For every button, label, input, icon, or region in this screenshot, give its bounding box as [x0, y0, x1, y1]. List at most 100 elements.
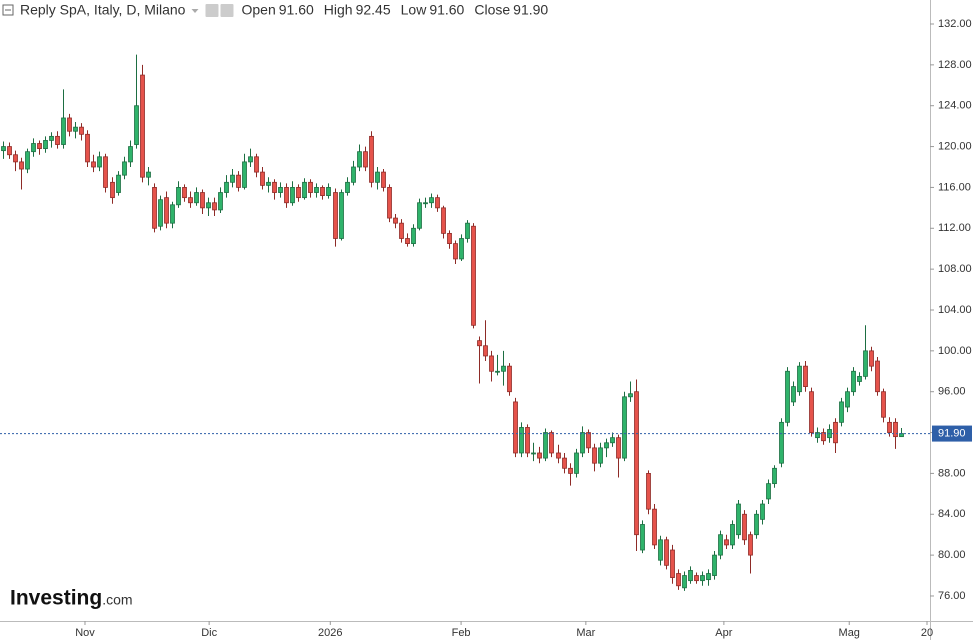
candle-body	[598, 447, 603, 464]
candle-body	[881, 391, 886, 418]
candle-body	[7, 146, 12, 156]
candle-body	[845, 391, 850, 408]
x-tick-label: 20	[921, 627, 933, 639]
candle-body	[766, 483, 771, 500]
candle-body	[278, 187, 283, 193]
candle-body	[833, 421, 838, 444]
candle-body	[694, 575, 699, 582]
candle-body	[61, 117, 66, 145]
candle-body	[363, 151, 368, 168]
y-tick-label: 96.00	[938, 386, 966, 398]
candle-body	[411, 227, 416, 244]
candle-body	[772, 467, 777, 485]
x-tick-label: Dic	[201, 627, 217, 639]
candle-body	[857, 375, 862, 382]
candle-body	[803, 365, 808, 387]
y-tick-label: 104.00	[938, 304, 972, 316]
candle-body	[260, 171, 265, 186]
y-tick-label: 100.00	[938, 345, 972, 357]
candle-body	[676, 573, 681, 587]
candle-body	[369, 135, 374, 183]
last-price-label: 91.90	[938, 427, 966, 439]
candle-body	[381, 171, 386, 188]
candle-body	[122, 161, 127, 176]
candle-body	[519, 427, 524, 454]
watermark: Investing .com	[10, 587, 133, 610]
candle-body	[465, 222, 470, 239]
candle-body	[797, 365, 802, 393]
candle-body	[887, 421, 892, 433]
candle-body	[230, 174, 235, 183]
candle-body	[670, 549, 675, 578]
y-tick-label: 80.00	[938, 549, 966, 561]
candle-body	[863, 350, 868, 377]
candle-body	[748, 534, 753, 556]
watermark-brand: Investing	[10, 587, 102, 610]
candle-body	[110, 181, 115, 199]
candle-body	[140, 74, 145, 178]
candle-body	[254, 156, 259, 173]
candle-body	[489, 355, 494, 372]
candle-body	[351, 166, 356, 183]
candle-body	[562, 457, 567, 469]
y-tick-label: 124.00	[938, 100, 972, 112]
candle-body	[188, 197, 193, 204]
candle-body	[290, 187, 295, 204]
candle-body	[628, 393, 633, 398]
chart-title: Reply SpA, Italy, D, Milano	[20, 2, 186, 18]
candle-body	[266, 181, 271, 186]
candle-body	[405, 238, 410, 244]
legend-label: Close	[474, 2, 510, 18]
candle-body	[652, 508, 657, 546]
candle-body	[513, 401, 518, 454]
x-tick-label: Nov	[75, 627, 95, 639]
candle-body	[194, 192, 199, 204]
candle-body	[447, 232, 452, 244]
candle-body	[893, 421, 898, 438]
legend-value: 91.90	[513, 2, 548, 18]
candle-body	[314, 187, 319, 193]
candle-body	[387, 187, 392, 219]
candle-body	[85, 133, 90, 163]
candle-body	[851, 370, 856, 393]
candle-body	[531, 452, 536, 455]
candle-body	[869, 350, 874, 367]
candle-body	[682, 575, 687, 589]
candle-body	[730, 524, 735, 546]
candle-body	[37, 143, 42, 150]
candle-body	[875, 360, 880, 393]
candle-body	[471, 225, 476, 326]
candle-body	[556, 452, 561, 459]
candle-body	[718, 534, 723, 556]
candle-body	[55, 135, 60, 145]
candle-body	[688, 570, 693, 582]
candle-body	[568, 467, 573, 474]
candle-body	[658, 539, 663, 561]
legend-value: 92.45	[356, 2, 391, 18]
candle-body	[706, 573, 711, 581]
candle-body	[146, 171, 151, 178]
candle-body	[592, 447, 597, 464]
candle-body	[640, 524, 645, 551]
candle-body	[507, 365, 512, 393]
candle-body	[128, 146, 133, 163]
candle-body	[839, 401, 844, 423]
collapse-icon[interactable]	[2, 4, 14, 16]
candle-body	[712, 554, 717, 576]
y-tick-label: 128.00	[938, 59, 972, 71]
candle-body	[134, 105, 139, 145]
candle-body	[248, 156, 253, 163]
candle-body	[236, 174, 241, 188]
candle-body	[224, 181, 229, 193]
candle-body	[91, 161, 96, 168]
y-tick-label: 88.00	[938, 467, 966, 479]
candle-body	[152, 187, 157, 229]
y-tick-label: 76.00	[938, 590, 966, 602]
candle-body	[43, 140, 48, 150]
candle-body	[417, 202, 422, 229]
candle-body	[164, 197, 169, 224]
x-tick-label: Feb	[452, 627, 471, 639]
candle-body	[308, 181, 313, 193]
